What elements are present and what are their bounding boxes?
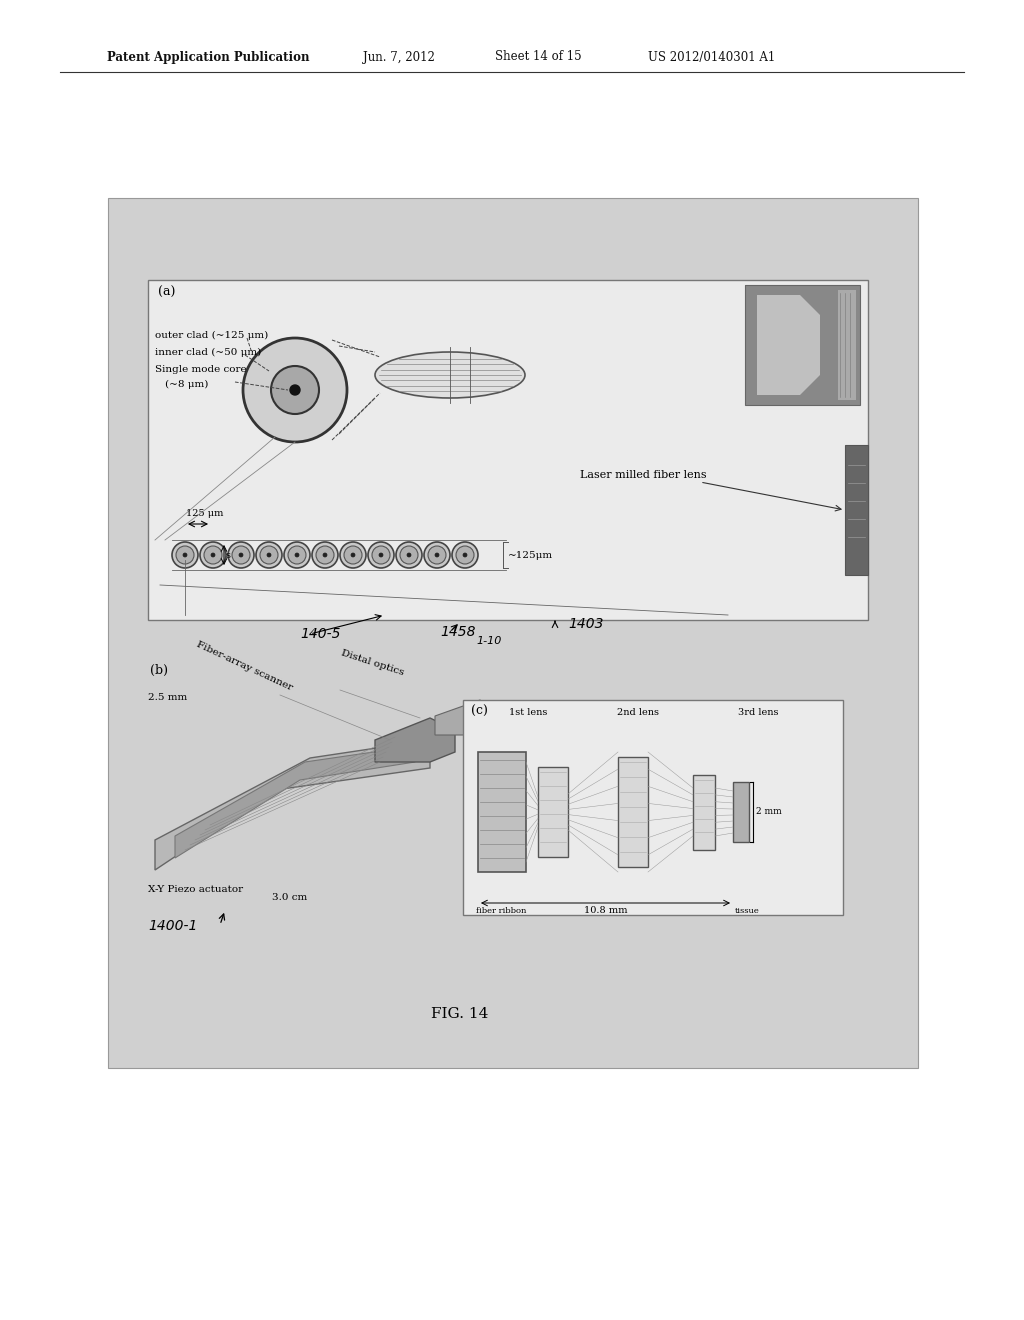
Text: Distal optics: Distal optics	[340, 648, 406, 677]
Text: Laser milled fiber lens: Laser milled fiber lens	[580, 470, 707, 480]
Circle shape	[295, 553, 299, 557]
Polygon shape	[435, 700, 495, 735]
Polygon shape	[175, 746, 415, 858]
Text: 140-5: 140-5	[300, 627, 341, 642]
Text: s: s	[226, 550, 231, 560]
Text: X-Y Piezo actuator: X-Y Piezo actuator	[148, 884, 243, 894]
Circle shape	[396, 543, 422, 568]
Circle shape	[200, 543, 226, 568]
Bar	[618, 756, 648, 867]
Circle shape	[316, 546, 334, 564]
Circle shape	[243, 338, 347, 442]
Text: fiber ribbon: fiber ribbon	[476, 907, 526, 915]
Text: inner clad (~50 μm): inner clad (~50 μm)	[155, 348, 261, 356]
Circle shape	[260, 546, 278, 564]
Circle shape	[435, 553, 439, 557]
Text: Fiber-array scanner: Fiber-array scanner	[195, 639, 294, 692]
Circle shape	[290, 385, 300, 395]
Circle shape	[379, 553, 383, 557]
Text: 3rd lens: 3rd lens	[737, 708, 778, 717]
Circle shape	[340, 543, 366, 568]
Text: 2nd lens: 2nd lens	[617, 708, 659, 717]
Circle shape	[183, 553, 187, 557]
Text: 1400-1: 1400-1	[148, 919, 198, 933]
Text: outer clad (~125 μm): outer clad (~125 μm)	[155, 331, 268, 341]
Text: ~125μm: ~125μm	[508, 550, 553, 560]
Bar	[463, 700, 843, 915]
Bar	[733, 781, 749, 842]
Circle shape	[424, 543, 450, 568]
Circle shape	[344, 546, 362, 564]
Text: (c): (c)	[471, 705, 487, 718]
Bar	[108, 198, 918, 1068]
Polygon shape	[155, 741, 430, 870]
Polygon shape	[757, 294, 820, 395]
Text: Jun. 7, 2012: Jun. 7, 2012	[362, 50, 435, 63]
Text: Sheet 14 of 15: Sheet 14 of 15	[495, 50, 582, 63]
Text: 2 mm: 2 mm	[756, 808, 781, 817]
Circle shape	[284, 543, 310, 568]
Circle shape	[267, 553, 271, 557]
Polygon shape	[375, 718, 455, 762]
Ellipse shape	[375, 352, 525, 399]
Circle shape	[271, 366, 319, 414]
Text: Patent Application Publication: Patent Application Publication	[106, 50, 309, 63]
Circle shape	[456, 546, 474, 564]
Text: FIG. 14: FIG. 14	[431, 1007, 488, 1020]
Text: (a): (a)	[158, 286, 175, 300]
Text: tissue: tissue	[735, 907, 760, 915]
Circle shape	[256, 543, 282, 568]
Circle shape	[232, 546, 250, 564]
Text: 3.0 cm: 3.0 cm	[272, 894, 307, 902]
Text: 10.8 mm: 10.8 mm	[584, 906, 628, 915]
Circle shape	[312, 543, 338, 568]
Text: 1458: 1458	[440, 624, 475, 639]
Text: 125 μm: 125 μm	[186, 510, 223, 517]
Text: Single mode core: Single mode core	[155, 366, 247, 374]
Bar	[745, 285, 860, 405]
Bar	[148, 280, 868, 620]
Circle shape	[228, 543, 254, 568]
Circle shape	[351, 553, 355, 557]
Text: 1403: 1403	[568, 616, 603, 631]
Circle shape	[204, 546, 222, 564]
Circle shape	[452, 543, 478, 568]
Text: US 2012/0140301 A1: US 2012/0140301 A1	[648, 50, 775, 63]
Text: (~8 μm): (~8 μm)	[165, 380, 208, 389]
Circle shape	[176, 546, 194, 564]
Bar	[478, 752, 526, 873]
Circle shape	[172, 543, 198, 568]
Bar	[838, 290, 856, 400]
Bar	[845, 445, 868, 576]
Text: 1st lens: 1st lens	[509, 708, 547, 717]
Circle shape	[428, 546, 446, 564]
Circle shape	[400, 546, 418, 564]
Text: (b): (b)	[150, 664, 168, 677]
Circle shape	[239, 553, 243, 557]
Bar	[538, 767, 568, 857]
Circle shape	[288, 546, 306, 564]
Circle shape	[463, 553, 467, 557]
Text: 1-10: 1-10	[476, 636, 502, 645]
Circle shape	[211, 553, 215, 557]
Bar	[693, 775, 715, 850]
Circle shape	[372, 546, 390, 564]
Circle shape	[368, 543, 394, 568]
Text: 2.5 mm: 2.5 mm	[148, 693, 187, 702]
Circle shape	[323, 553, 327, 557]
Bar	[745, 285, 860, 405]
Circle shape	[407, 553, 411, 557]
